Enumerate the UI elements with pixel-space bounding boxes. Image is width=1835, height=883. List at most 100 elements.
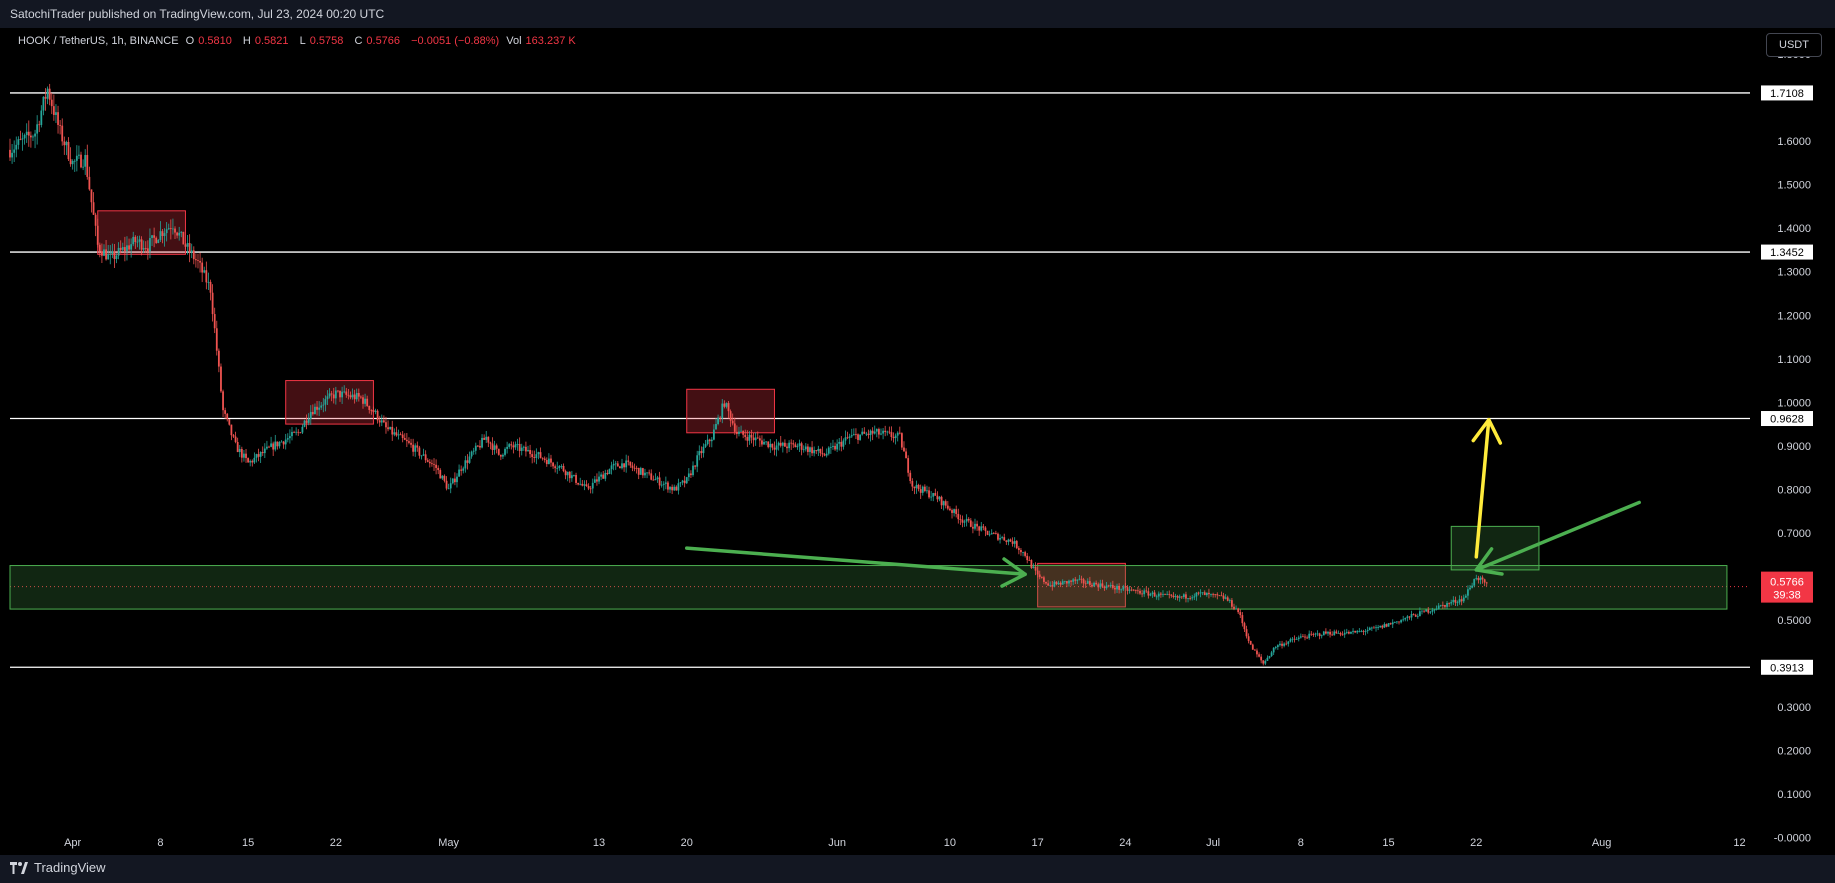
candle-body <box>1331 634 1334 636</box>
candle-body <box>1483 579 1486 583</box>
candle-body <box>1477 578 1480 581</box>
candle-body <box>855 434 857 435</box>
candle-body <box>1406 616 1409 618</box>
candle-body <box>458 469 460 477</box>
candle-body <box>974 523 976 529</box>
candle-body <box>364 398 366 404</box>
candle-body <box>848 436 851 438</box>
candle-body <box>1145 590 1148 592</box>
publish-info: SatochiTrader published on TradingView.c… <box>10 7 385 21</box>
candle-body <box>151 235 153 239</box>
candle-body <box>161 231 164 237</box>
candle-body <box>988 534 991 536</box>
candle-body <box>713 429 715 440</box>
candle-body <box>871 430 874 434</box>
candle-body <box>378 420 381 423</box>
candle-body <box>535 454 538 458</box>
candle-body <box>1437 605 1440 609</box>
candle-body <box>1120 589 1123 591</box>
candle-body <box>130 244 133 250</box>
candle-body <box>802 449 805 451</box>
candle-body <box>117 247 120 256</box>
candle-body <box>560 465 563 467</box>
level-label-2: 0.9628 <box>1770 414 1804 426</box>
candle-body <box>165 229 168 234</box>
candle-body <box>149 238 151 252</box>
candle-body <box>29 135 32 138</box>
candle-body <box>763 441 765 445</box>
candle-body <box>809 447 811 452</box>
candle-body <box>1210 594 1212 595</box>
candle-body <box>1214 594 1217 595</box>
candle-body <box>769 443 772 448</box>
candle-body <box>270 443 272 447</box>
candle-body <box>992 533 995 534</box>
candle-body <box>393 432 396 435</box>
ohlc-close: C 0.5766 <box>354 35 401 47</box>
candle-body <box>178 232 181 236</box>
candle-body <box>209 281 212 293</box>
candle-body <box>437 467 440 471</box>
candle-body <box>238 449 241 453</box>
candle-body <box>138 239 141 242</box>
candle-body <box>1396 621 1398 623</box>
candle-body <box>589 488 592 490</box>
candle-body <box>309 411 312 419</box>
candle-body <box>215 328 218 351</box>
candle-body <box>1444 604 1446 607</box>
tradingview-logo[interactable]: TradingView <box>10 860 106 875</box>
candle-body <box>619 466 621 469</box>
candle-body <box>516 443 519 445</box>
candle-body <box>556 468 559 469</box>
candle-body <box>370 409 373 411</box>
candle-body <box>1076 579 1079 581</box>
candle-body <box>1168 594 1171 596</box>
candle-body <box>374 410 377 412</box>
currency-button[interactable]: USDT <box>1766 33 1822 57</box>
candle-body <box>907 458 910 473</box>
zone-resistance-1 <box>285 380 374 425</box>
chart-panel[interactable] <box>0 28 1835 855</box>
candle-body <box>211 292 214 315</box>
candle-body <box>274 441 277 450</box>
candle-body <box>669 486 671 490</box>
candle-body <box>646 472 648 474</box>
candle-body <box>337 390 339 392</box>
candle-body <box>1462 597 1465 602</box>
candle-body <box>779 442 782 446</box>
candle-body <box>86 154 89 177</box>
candle-body <box>57 112 59 125</box>
candle-body <box>629 461 632 466</box>
candle-body <box>1279 643 1281 646</box>
candle-body <box>303 420 306 427</box>
ohlc-change: −0.0051 (−0.88%) <box>411 35 500 47</box>
candle-body <box>1055 581 1058 585</box>
candle-body <box>1425 609 1428 612</box>
candle-body <box>934 493 937 496</box>
candle-body <box>1354 630 1357 633</box>
candle-body <box>531 454 534 458</box>
candle-body <box>852 434 855 436</box>
candle-body <box>80 154 82 168</box>
candle-body <box>967 518 970 521</box>
candle-body <box>1105 585 1108 589</box>
candle-body <box>339 390 341 398</box>
candle-body <box>197 260 199 262</box>
candle-body <box>857 434 859 440</box>
candle-body <box>602 474 605 479</box>
candle-body <box>295 431 298 433</box>
candle-body <box>637 467 640 475</box>
candle-body <box>489 442 492 444</box>
candle-body <box>25 131 28 135</box>
candle-body <box>1233 606 1235 609</box>
candle-body <box>59 124 62 126</box>
candle-body <box>838 441 841 444</box>
candle-body <box>476 445 479 447</box>
candle-body <box>301 426 304 433</box>
candle-body <box>1312 634 1315 635</box>
candle-body <box>418 447 421 456</box>
candle-body <box>1358 630 1361 632</box>
time-tick-9: 17 <box>1032 837 1044 849</box>
candle-body <box>522 446 525 448</box>
